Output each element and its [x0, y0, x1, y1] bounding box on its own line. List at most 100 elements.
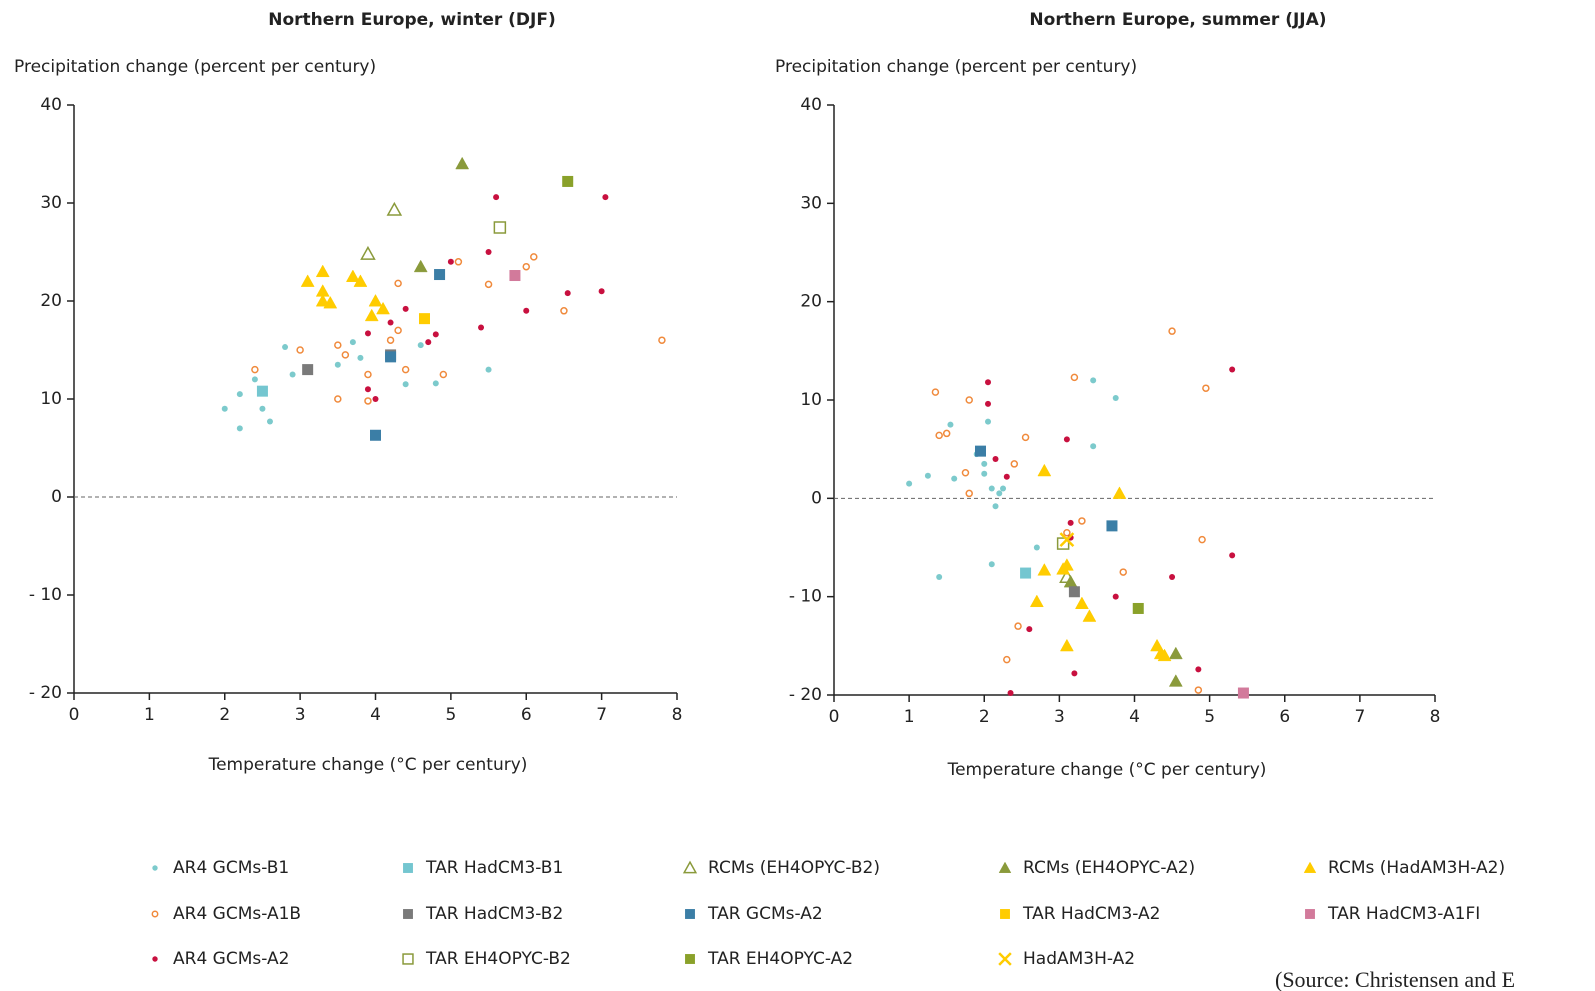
- point: [1007, 690, 1014, 697]
- x-axis-label: Temperature change (°C per century): [947, 760, 1267, 780]
- point: [1056, 537, 1070, 550]
- point: [334, 361, 341, 368]
- point: [1090, 443, 1097, 450]
- point: [1067, 519, 1074, 526]
- point: [478, 324, 485, 331]
- y-tick-label: - 20: [29, 683, 62, 703]
- legend-label: HadAM3H-A2: [1023, 949, 1135, 969]
- x-tick-label: 8: [1430, 707, 1441, 727]
- point: [985, 379, 992, 386]
- point: [372, 396, 379, 402]
- y-tick-label: 20: [40, 291, 62, 311]
- point: [942, 429, 951, 438]
- legend-marker: [682, 860, 698, 874]
- y-tick-label: - 10: [29, 585, 62, 605]
- point: [1010, 460, 1019, 468]
- point: [1068, 586, 1080, 598]
- point: [364, 397, 372, 405]
- x-tick-label: 7: [596, 705, 607, 725]
- point: [323, 295, 338, 309]
- x-tick-label: 3: [1054, 707, 1065, 727]
- point: [560, 307, 568, 315]
- point: [1059, 638, 1074, 652]
- point: [402, 305, 409, 312]
- point: [296, 346, 304, 354]
- point: [1033, 544, 1040, 551]
- point: [1003, 655, 1011, 664]
- x-tick-label: 7: [1354, 707, 1365, 727]
- point: [1026, 626, 1033, 633]
- y-tick-label: - 10: [789, 587, 822, 607]
- point: [394, 326, 402, 335]
- x-tick-label: 8: [672, 705, 683, 725]
- point: [455, 156, 470, 170]
- point: [985, 400, 992, 407]
- point: [1195, 666, 1202, 673]
- point: [439, 370, 448, 379]
- point: [394, 279, 402, 288]
- x-tick-label: 1: [904, 707, 915, 727]
- legend-marker: [151, 910, 159, 918]
- x-tick-label: 4: [1129, 707, 1140, 727]
- y-axis-label: Precipitation change (percent per centur…: [14, 57, 376, 77]
- point: [1112, 593, 1119, 600]
- legend-marker: [152, 865, 158, 871]
- point: [951, 475, 958, 482]
- point: [924, 472, 931, 479]
- point: [432, 331, 439, 338]
- point: [598, 288, 605, 295]
- legend-label: RCMs (EH4OPYC-B2): [708, 858, 880, 878]
- legend-marker: [1305, 909, 1315, 919]
- x-tick-label: 0: [829, 707, 840, 727]
- point: [1063, 529, 1071, 537]
- point: [364, 370, 372, 379]
- point: [364, 386, 371, 393]
- point: [1202, 384, 1210, 392]
- point: [364, 330, 371, 337]
- y-tick-label: 0: [51, 487, 62, 507]
- x-tick-label: 6: [521, 705, 532, 725]
- point: [418, 313, 430, 325]
- point: [493, 194, 500, 201]
- legend-label: TAR EH4OPYC-B2: [425, 949, 571, 969]
- point: [315, 293, 330, 307]
- legend-label: TAR HadCM3-B1: [425, 858, 563, 878]
- x-tick-label: 5: [445, 705, 456, 725]
- x-tick-label: 0: [69, 705, 80, 725]
- point: [368, 293, 383, 307]
- legend-marker: [402, 953, 414, 965]
- legend-label: AR4 GCMs-B1: [173, 858, 289, 878]
- point: [602, 194, 609, 201]
- point: [947, 421, 954, 428]
- point: [434, 269, 446, 281]
- point: [509, 270, 521, 282]
- point: [1059, 532, 1075, 548]
- y-tick-label: 40: [40, 95, 62, 115]
- point: [334, 395, 342, 403]
- chart-title: Northern Europe, summer (JJA): [1029, 10, 1326, 30]
- legend-marker: [685, 954, 695, 964]
- point: [1169, 574, 1176, 580]
- x-tick-label: 6: [1279, 707, 1290, 727]
- point: [1112, 395, 1119, 402]
- point: [1112, 486, 1127, 499]
- point: [1037, 463, 1052, 477]
- point: [259, 405, 266, 412]
- point: [236, 391, 243, 398]
- x-tick-label: 3: [295, 705, 306, 725]
- point: [345, 269, 360, 282]
- point: [364, 308, 379, 322]
- point: [981, 460, 988, 467]
- point: [1198, 535, 1206, 544]
- point: [996, 490, 1003, 497]
- y-tick-label: 10: [800, 390, 822, 410]
- point: [992, 456, 999, 462]
- point: [236, 425, 243, 432]
- point: [1021, 433, 1030, 442]
- point: [1168, 674, 1183, 687]
- legend-marker: [152, 956, 158, 962]
- point: [965, 489, 973, 498]
- point: [1000, 485, 1007, 492]
- point: [1229, 366, 1236, 373]
- point: [530, 253, 538, 261]
